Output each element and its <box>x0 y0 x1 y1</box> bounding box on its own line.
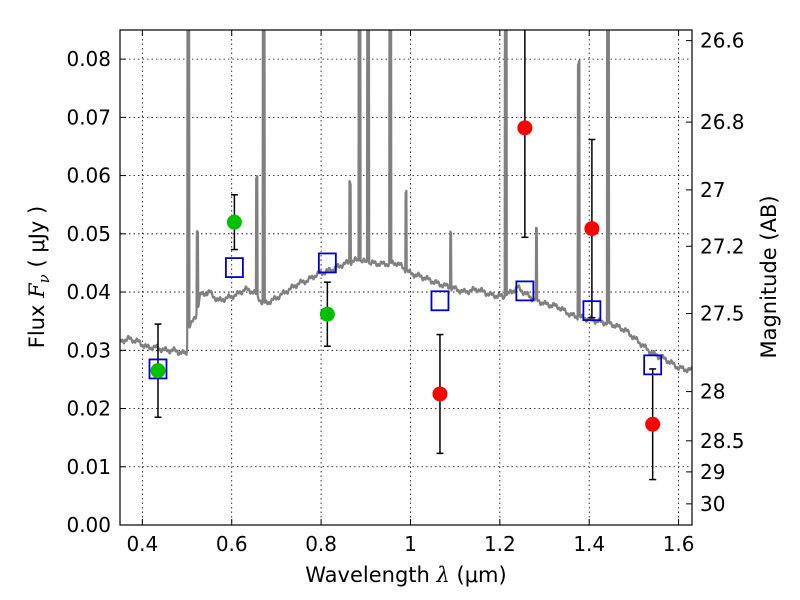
y-tick-label: 0.01 <box>66 455 111 479</box>
red-point <box>645 416 661 432</box>
magnitude-tick-label: 29 <box>700 460 725 484</box>
x-tick-label: 1.2 <box>484 532 516 556</box>
y-tick-label: 0.04 <box>66 280 111 304</box>
model-square <box>430 290 450 312</box>
magnitude-tick-label: 26.8 <box>700 110 745 134</box>
x-tick-label: 0.4 <box>126 532 158 556</box>
model-square <box>643 354 663 376</box>
red-photometry <box>432 120 661 432</box>
red-point <box>517 120 533 136</box>
y-axis-label: Flux Fν ( μJy ) <box>25 206 53 348</box>
model-square <box>148 358 168 380</box>
y-tick-label: 0.05 <box>66 222 111 246</box>
magnitude-tick-label: 27.5 <box>700 302 745 326</box>
magnitude-tick-label: 26.6 <box>700 29 745 53</box>
x-tick-label: 1.6 <box>663 532 695 556</box>
x-axis-ticks: 0.4 0.6 0.8 1 1.2 1.4 1.6 <box>126 30 695 556</box>
y-tick-label: 0.07 <box>66 105 111 129</box>
x-tick-label: 1.4 <box>573 532 605 556</box>
x-axis-label: Wavelength λ (μm) <box>305 563 506 587</box>
y-tick-label: 0.08 <box>66 47 111 71</box>
magnitude-tick-label: 30 <box>700 492 725 516</box>
model-square <box>582 300 602 322</box>
magnitude-tick-label: 27.2 <box>700 234 745 258</box>
y-tick-label: 0.02 <box>66 397 111 421</box>
y-tick-label: 0.03 <box>66 338 111 362</box>
magnitude-axis-ticks: 26.6 26.8 27 27.2 27.5 28 28.5 29 30 <box>686 29 745 516</box>
green-photometry <box>150 214 335 379</box>
green-point <box>150 363 166 379</box>
magnitude-tick-label: 28.5 <box>700 429 745 453</box>
x-tick-label: 0.8 <box>305 532 337 556</box>
green-point <box>226 214 242 230</box>
magnitude-tick-label: 27 <box>700 178 725 202</box>
green-point <box>319 306 335 322</box>
red-point <box>432 386 448 402</box>
red-point <box>584 221 600 237</box>
x-tick-label: 1 <box>404 532 417 556</box>
y-axis-ticks: 0.00 0.01 0.02 0.03 0.04 0.05 0.06 0.07 0.08 <box>66 47 126 537</box>
x-tick-label: 0.6 <box>216 532 248 556</box>
model-square <box>515 280 535 302</box>
plot-frame <box>119 29 693 526</box>
magnitude-tick-label: 28 <box>700 380 725 404</box>
grid <box>120 30 692 525</box>
y-tick-label: 0.06 <box>66 164 111 188</box>
model-photometry <box>148 252 663 380</box>
magnitude-axis-label: Magnitude (AB) <box>757 195 781 358</box>
model-square <box>224 257 244 279</box>
model-square <box>317 252 337 274</box>
y-tick-label: 0.00 <box>66 513 111 537</box>
